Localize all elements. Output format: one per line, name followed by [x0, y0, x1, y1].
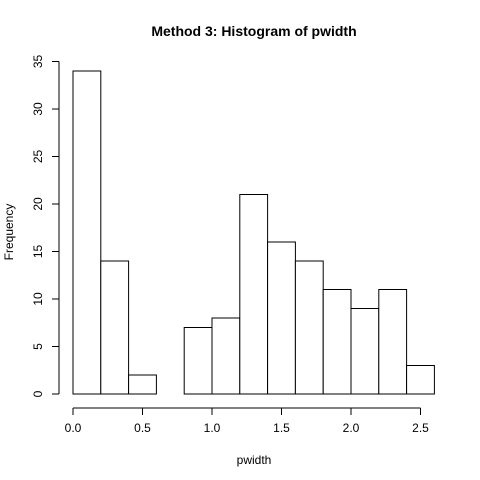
x-tick-label: 2.0	[343, 421, 360, 435]
x-tick-label: 1.0	[204, 421, 221, 435]
y-tick-label: 35	[31, 55, 45, 69]
histogram-bar	[211, 317, 241, 395]
histogram-bar	[239, 194, 269, 395]
histogram-bar	[406, 365, 435, 395]
histogram-bar	[378, 289, 408, 395]
y-tick-label: 25	[31, 150, 45, 164]
x-tick-label: 0.5	[134, 421, 151, 435]
x-tick-label: 0.0	[65, 421, 82, 435]
x-tick-label: 2.5	[412, 421, 429, 435]
y-tick-label: 5	[31, 343, 45, 350]
chart-title: Method 3: Histogram of pwidth	[151, 23, 356, 39]
y-axis: 0 5 10 15 20 25 30 35	[31, 55, 60, 397]
y-tick-label: 0	[31, 390, 45, 397]
histogram-bar	[128, 374, 157, 395]
histogram-bar	[322, 289, 352, 395]
y-tick-label: 30	[31, 102, 45, 116]
y-tick-label: 10	[31, 292, 45, 306]
bars-group	[72, 70, 435, 395]
y-tick-label: 20	[31, 197, 45, 211]
x-axis-label: pwidth	[237, 453, 272, 467]
x-tick-label: 1.5	[273, 421, 290, 435]
y-tick-label: 15	[31, 245, 45, 259]
histogram-bar	[267, 241, 296, 395]
histogram-bar	[100, 260, 130, 395]
histogram-bar	[294, 260, 324, 395]
histogram-bar	[350, 308, 380, 395]
x-axis: 0.0 0.5 1.0 1.5 2.0 2.5	[65, 407, 429, 435]
y-axis-label: Frequency	[2, 204, 16, 261]
histogram-bar	[72, 70, 102, 395]
histogram-bar	[183, 327, 213, 395]
